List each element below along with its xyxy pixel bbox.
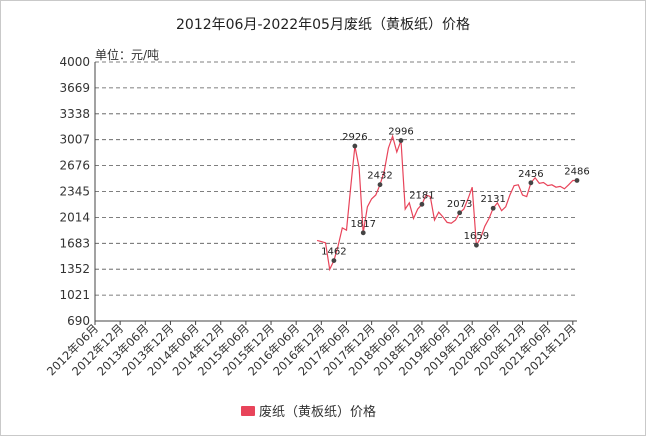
unit-label: 单位：元/吨 xyxy=(95,47,159,62)
y-tick-label: 3007 xyxy=(59,133,90,147)
y-tick-label: 4000 xyxy=(59,55,90,69)
y-tick-label: 2014 xyxy=(59,210,90,224)
data-label: 2073 xyxy=(447,199,472,210)
data-point xyxy=(331,258,337,263)
y-axis: 690 1021 1352 1683 2014 2345 2676 3007 3338 3669 4… xyxy=(59,55,577,328)
data-label: 2486 xyxy=(564,166,589,177)
data-point xyxy=(419,201,425,207)
y-tick-label: 1352 xyxy=(59,262,90,276)
data-point xyxy=(490,205,496,211)
y-tick-label: 690 xyxy=(67,314,90,328)
data-point xyxy=(457,210,463,216)
legend-swatch xyxy=(241,406,255,416)
data-point xyxy=(352,143,358,149)
y-tick-label: 1683 xyxy=(59,236,90,250)
data-point xyxy=(398,138,404,143)
legend-label: 废纸（黄板纸）价格 xyxy=(259,404,376,420)
y-tick-label: 3669 xyxy=(59,81,90,95)
y-tick-label: 1021 xyxy=(59,288,90,302)
data-label: 2926 xyxy=(342,132,367,143)
data-point xyxy=(474,242,479,248)
series-line-path xyxy=(316,134,577,272)
series-line xyxy=(316,134,577,272)
data-labels: 1462 2926 1817 2432 2996 2181 2073 1659 2131 2456… xyxy=(321,127,590,263)
data-point xyxy=(574,178,580,183)
data-point xyxy=(528,180,534,186)
data-label: 2131 xyxy=(480,194,505,205)
x-axis: 2012年06月2012年12月2013年06月2013年12月2014年06月… xyxy=(44,321,579,378)
data-label: 1659 xyxy=(464,231,489,242)
data-label: 2181 xyxy=(409,190,434,201)
data-point xyxy=(360,230,366,236)
y-tick-label: 2345 xyxy=(59,185,90,199)
data-label: 2456 xyxy=(518,169,543,180)
data-point xyxy=(377,182,383,188)
data-label: 1462 xyxy=(321,247,346,258)
y-tick-label: 3338 xyxy=(59,107,90,121)
legend[interactable]: 废纸（黄板纸）价格 xyxy=(241,404,376,420)
chart-title: 2012年06月-2022年05月废纸（黄板纸）价格 xyxy=(176,16,470,33)
data-label: 2432 xyxy=(367,171,392,182)
grid-lines xyxy=(95,61,577,296)
data-label: 1817 xyxy=(351,219,376,230)
data-label: 2996 xyxy=(388,127,413,138)
y-tick-label: 2676 xyxy=(59,159,90,173)
